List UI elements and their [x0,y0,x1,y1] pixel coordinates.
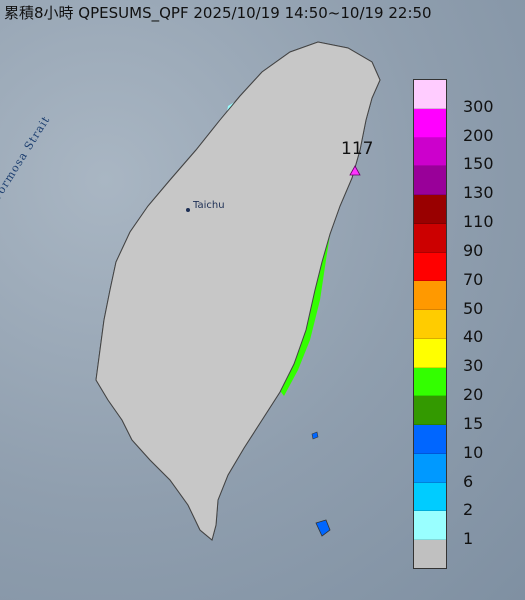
legend-swatch-70 [414,252,446,282]
legend-swatch-300 [414,80,446,109]
legend-swatch-30 [414,338,446,368]
legend-label-90: 90 [463,240,484,260]
legend-swatch-none [414,540,446,569]
legend-swatch-110 [414,195,446,224]
map-title: 累積8小時 QPESUMS_QPF 2025/10/19 14:50~10/19… [4,4,432,22]
color-legend [413,79,447,569]
green-island [311,431,319,440]
max-value-label: 117 [341,139,374,159]
legend-label-200: 200 [463,125,494,145]
legend-swatch-6 [414,453,446,483]
legend-swatch-15 [414,396,446,426]
legend-label-70: 70 [463,269,484,289]
legend-label-130: 130 [463,183,494,203]
legend-swatch-150 [414,137,446,167]
lanyu-island [315,519,331,537]
legend-label-1: 1 [463,529,474,549]
city-label: Taichu [193,200,225,211]
legend-label-110: 110 [463,212,494,232]
legend-swatch-20 [414,367,446,397]
city-marker [186,208,190,212]
legend-swatch-200 [414,108,446,138]
legend-swatch-50 [414,281,446,311]
max-rainfall-marker [349,165,361,176]
legend-swatch-130 [414,166,446,196]
legend-swatch-10 [414,425,446,454]
legend-label-10: 10 [463,442,484,462]
legend-label-300: 300 [463,96,494,116]
legend-label-50: 50 [463,298,484,318]
legend-label-6: 6 [463,471,474,491]
legend-label-20: 20 [463,385,484,405]
legend-swatch-2 [414,482,446,512]
legend-swatch-90 [414,223,446,253]
legend-label-30: 30 [463,356,484,376]
legend-label-15: 15 [463,413,484,433]
legend-label-150: 150 [463,154,494,174]
legend-swatch-1 [414,511,446,541]
legend-swatch-40 [414,310,446,339]
legend-label-40: 40 [463,327,484,347]
legend-label-2: 2 [463,500,474,520]
